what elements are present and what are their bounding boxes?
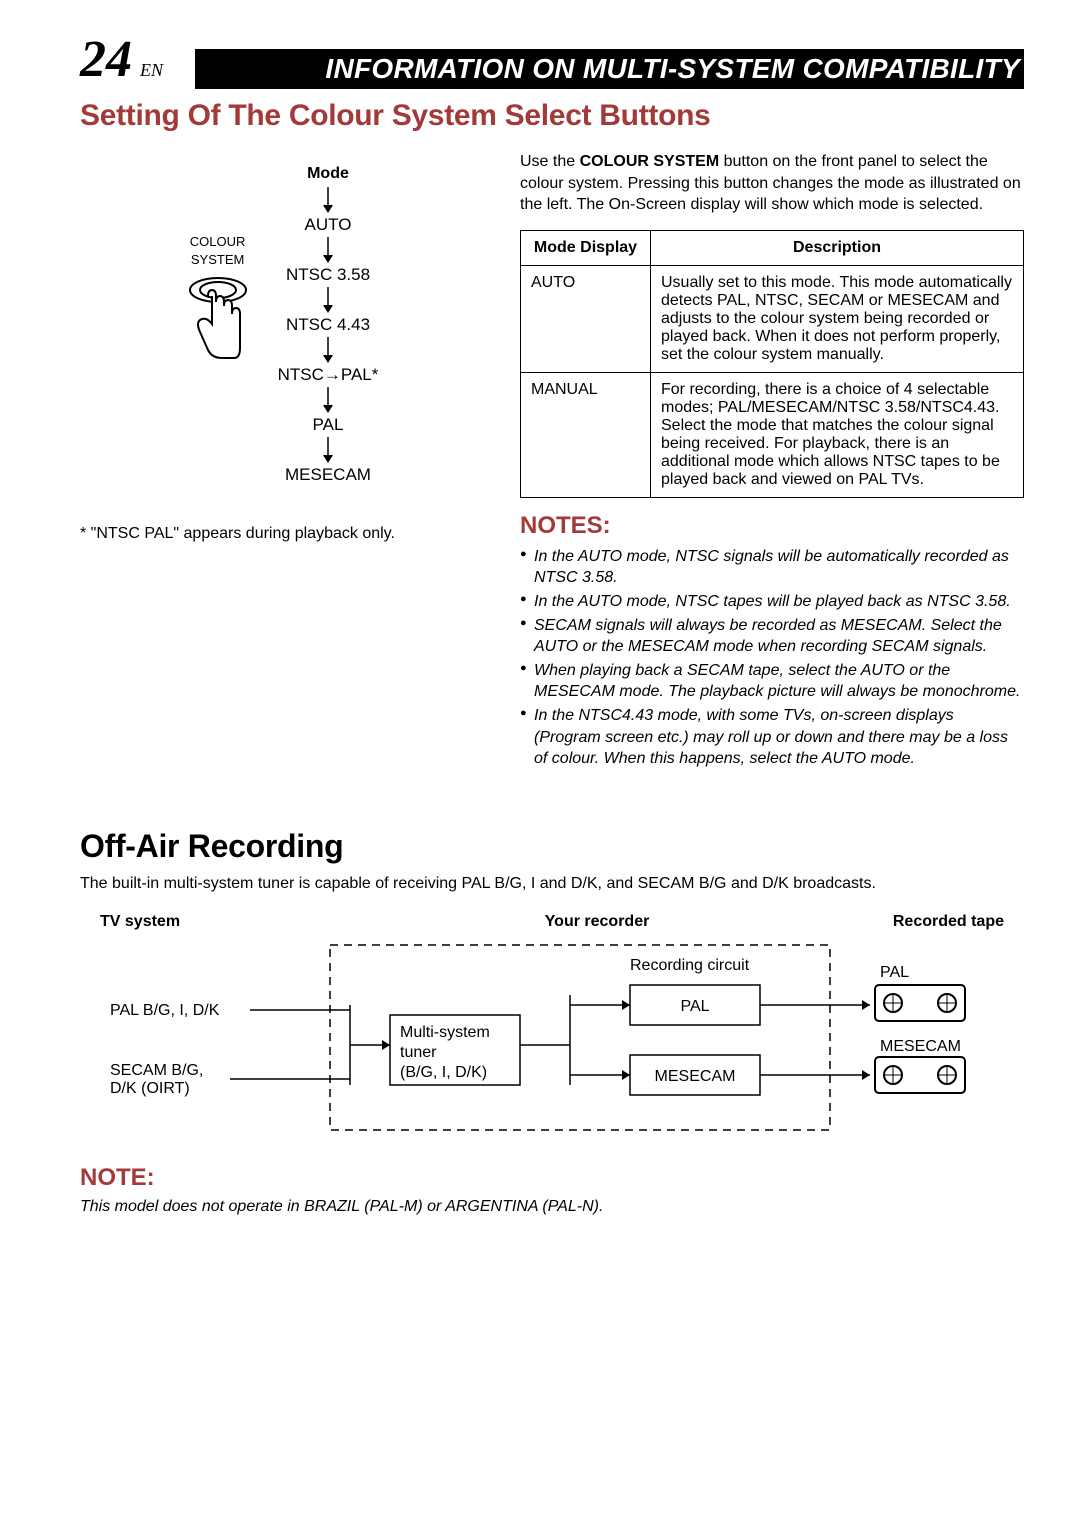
arrow-down-icon <box>322 287 334 313</box>
notes-heading: NOTES: <box>520 512 1024 540</box>
table-cell-mode: AUTO <box>521 265 651 372</box>
diag-tuner-3: (B/G, I, D/K) <box>400 1064 487 1081</box>
section2-intro: The built-in multi-system tuner is capab… <box>80 875 1024 893</box>
arrow-down-icon <box>322 387 334 413</box>
intro-bold: COLOUR SYSTEM <box>580 153 720 170</box>
note-item: In the AUTO mode, NTSC tapes will be pla… <box>520 591 1024 613</box>
note-item: When playing back a SECAM tape, select t… <box>520 660 1024 703</box>
diag-tuner-1: Multi-system <box>400 1024 490 1041</box>
table-row: AUTO Usually set to this mode. This mode… <box>521 265 1024 372</box>
note-item: SECAM signals will always be recorded as… <box>520 615 1024 658</box>
note2-text: This model does not operate in BRAZIL (P… <box>80 1198 1024 1216</box>
diag-rec1: PAL <box>680 998 709 1015</box>
intro-pre: Use the <box>520 153 580 170</box>
diag-col1: TV system <box>100 913 340 931</box>
arrow-down-icon <box>322 437 334 463</box>
mode-table: Mode Display Description AUTO Usually se… <box>520 230 1024 498</box>
note2-heading: NOTE: <box>80 1164 1024 1192</box>
mode-step-5: MESECAM <box>285 465 371 485</box>
offair-diagram: PAL B/G, I, D/K SECAM B/G, D/K (OIRT) Mu… <box>90 935 1010 1145</box>
diag-tape1: PAL <box>880 964 909 981</box>
table-row: MANUAL For recording, there is a choice … <box>521 372 1024 497</box>
mode-step-1: NTSC 3.58 <box>286 265 370 285</box>
arrow-down-icon <box>322 237 334 263</box>
diag-rec-label: Recording circuit <box>630 957 750 974</box>
button-label-line1: COLOUR <box>182 235 254 249</box>
diag-tape2: MESECAM <box>880 1038 961 1055</box>
notes-list: In the AUTO mode, NTSC signals will be a… <box>520 546 1024 770</box>
mode-chain: Mode AUTO NTSC 3.58 NTSC 4.43 NTSC→PAL* … <box>278 165 379 485</box>
diag-tv2-2: D/K (OIRT) <box>110 1080 190 1097</box>
section1-body: COLOUR SYSTEM Mode AUTO NTSC 3.58 NTSC 4… <box>80 151 1024 772</box>
header-banner: INFORMATION ON MULTI-SYSTEM COMPATIBILIT… <box>195 49 1024 89</box>
mode-step-3: NTSC→PAL* <box>278 365 379 385</box>
table-header-0: Mode Display <box>521 230 651 265</box>
page-header: 24 EN INFORMATION ON MULTI-SYSTEM COMPAT… <box>80 30 1024 89</box>
mode-step-2: NTSC 4.43 <box>286 315 370 335</box>
table-header-1: Description <box>651 230 1024 265</box>
arrow-down-icon <box>322 187 334 213</box>
arrow-down-icon <box>322 337 334 363</box>
diag-col3: Recorded tape <box>854 913 1004 931</box>
section1-right: Use the COLOUR SYSTEM button on the fron… <box>520 151 1024 772</box>
diagram-labels: TV system Your recorder Recorded tape <box>100 913 1004 931</box>
diag-tv1: PAL B/G, I, D/K <box>110 1002 220 1019</box>
hand-press-icon <box>182 272 254 372</box>
diag-tv2-1: SECAM B/G, <box>110 1062 203 1079</box>
mode-chain-title: Mode <box>307 165 349 183</box>
table-cell-mode: MANUAL <box>521 372 651 497</box>
note-item: In the NTSC4.43 mode, with some TVs, on-… <box>520 705 1024 770</box>
diag-tuner-2: tuner <box>400 1044 437 1061</box>
note-item: In the AUTO mode, NTSC signals will be a… <box>520 546 1024 589</box>
button-label-line2: SYSTEM <box>182 253 254 267</box>
table-header-row: Mode Display Description <box>521 230 1024 265</box>
intro-paragraph: Use the COLOUR SYSTEM button on the fron… <box>520 151 1024 216</box>
mode-diagram: COLOUR SYSTEM Mode AUTO NTSC 3.58 NTSC 4… <box>80 151 480 543</box>
mode-footnote: * "NTSC PAL" appears during playback onl… <box>80 525 480 543</box>
colour-system-button-graphic: COLOUR SYSTEM <box>182 235 254 377</box>
section2: Off-Air Recording The built-in multi-sys… <box>80 828 1024 1216</box>
mode-step-4: PAL <box>313 415 344 435</box>
table-cell-desc: For recording, there is a choice of 4 se… <box>651 372 1024 497</box>
diag-col2: Your recorder <box>340 913 854 931</box>
section2-title: Off-Air Recording <box>80 828 1024 865</box>
section1-title: Setting Of The Colour System Select Butt… <box>80 99 1024 133</box>
mode-step-0: AUTO <box>305 215 352 235</box>
page-number: 24 <box>80 30 132 89</box>
table-cell-desc: Usually set to this mode. This mode auto… <box>651 265 1024 372</box>
page-language: EN <box>140 60 163 81</box>
diag-rec2: MESECAM <box>655 1068 736 1085</box>
